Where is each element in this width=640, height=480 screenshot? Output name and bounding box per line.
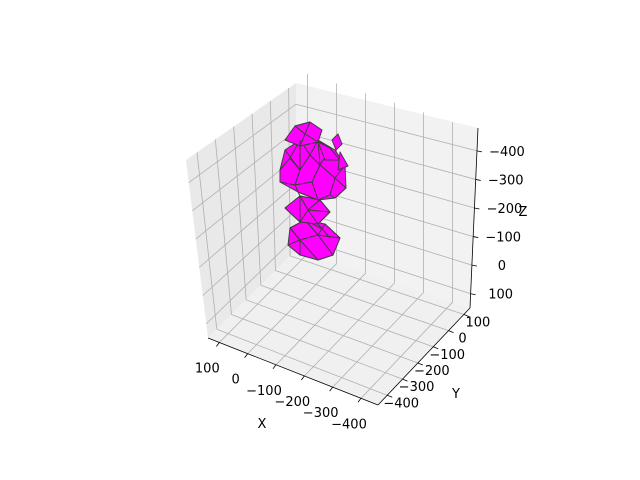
x-grid-line [275, 272, 366, 366]
x-tick-mark [216, 342, 220, 347]
mesh-face [287, 239, 301, 256]
pane-left [186, 83, 296, 338]
x-tick-mark [244, 353, 248, 358]
x-tick-label: 100 [195, 361, 220, 376]
x-tick-label: −400 [331, 417, 367, 432]
y-grid-line [245, 299, 419, 364]
z-grid-line-left [188, 103, 297, 183]
x-tick-label: 0 [232, 373, 240, 388]
y-grid-line [231, 314, 403, 380]
z-tick-mark [475, 179, 481, 181]
y-tick-mark [402, 378, 408, 382]
z-grid-line-left [205, 236, 297, 325]
z-grid-line-left [202, 209, 297, 296]
x-grid-line [332, 292, 424, 388]
x-tick-mark [272, 364, 277, 370]
mesh-edge [284, 149, 301, 171]
x-axis-label: X [258, 417, 267, 432]
mesh-edge [317, 223, 331, 239]
y-grid-line-vertical [251, 113, 262, 286]
y-tick-label: −100 [429, 348, 465, 363]
x-tick-mark [301, 375, 305, 381]
mesh-face [337, 151, 349, 171]
z-tick-label: −200 [487, 202, 523, 217]
y-tick-mark [448, 330, 454, 334]
x-tick-mark [329, 386, 333, 392]
x-grid-line [304, 282, 395, 377]
y-tick-mark [433, 346, 439, 350]
x-tick-label: −300 [303, 406, 339, 421]
z-tick-mark [470, 293, 476, 296]
z-tick-label: −400 [489, 145, 525, 160]
z-tick-label: 0 [498, 259, 506, 274]
z-tick-mark [471, 264, 477, 267]
mesh-edge [289, 227, 301, 241]
z-axis-label: Z [519, 205, 528, 220]
y-tick-mark [417, 362, 424, 366]
x-tick-mark [357, 398, 362, 403]
grid-lines [188, 73, 478, 399]
z-tick-mark [476, 150, 483, 153]
z-tick-mark [473, 236, 479, 238]
y-grid-line [260, 284, 434, 348]
axis-line [207, 337, 379, 406]
axis-line [377, 307, 471, 406]
y-grid-line-vertical [214, 139, 232, 315]
mesh-face [299, 234, 334, 261]
tick-labels: 1000−100−200−300−400−400−300−200−1000100… [195, 145, 525, 432]
y-grid-line [216, 328, 388, 396]
x-grid-line [360, 301, 453, 399]
y-tick-label: 0 [458, 332, 466, 347]
y-axis-label: Y [451, 387, 460, 402]
polygon-mesh [279, 121, 349, 261]
x-tick-label: −200 [274, 395, 310, 410]
mesh-face [307, 209, 331, 225]
y-grid-line-vertical [233, 126, 247, 300]
z-grid-line-back [295, 130, 476, 180]
y-tick-mark [387, 394, 393, 398]
y-grid-line [290, 255, 464, 315]
z-tick-label: 100 [488, 288, 513, 303]
mesh-face [331, 133, 343, 151]
z-grid-line-left [192, 130, 297, 212]
y-tick-mark [463, 314, 470, 317]
mesh-edge [297, 191, 301, 197]
mesh-face [299, 133, 319, 147]
y-tick-label: −300 [399, 380, 435, 395]
mesh-face [329, 177, 347, 199]
pane-floor [208, 250, 470, 405]
y-grid-line [275, 270, 449, 332]
z-tick-label: −300 [488, 173, 524, 188]
z-grid-line-back [295, 103, 478, 152]
z-grid-line-left [195, 156, 297, 240]
z-tick-mark [474, 207, 480, 210]
axis-edges [207, 127, 483, 406]
z-grid-line-left [199, 183, 297, 268]
z-tick-label: −100 [485, 231, 521, 246]
mesh-face [294, 121, 311, 135]
y-tick-label: −400 [383, 396, 419, 411]
z-grid-line-back [295, 209, 473, 266]
y-tick-label: 100 [465, 315, 490, 330]
x-grid-line [247, 263, 337, 354]
y-tick-label: −200 [414, 364, 450, 379]
y-grid-line-vertical [196, 152, 218, 330]
mesh-edge [317, 139, 321, 166]
x-tick-label: −100 [246, 384, 282, 399]
axis-line [469, 127, 479, 309]
y-grid-line-vertical [269, 100, 276, 271]
x-grid-line [219, 253, 308, 343]
